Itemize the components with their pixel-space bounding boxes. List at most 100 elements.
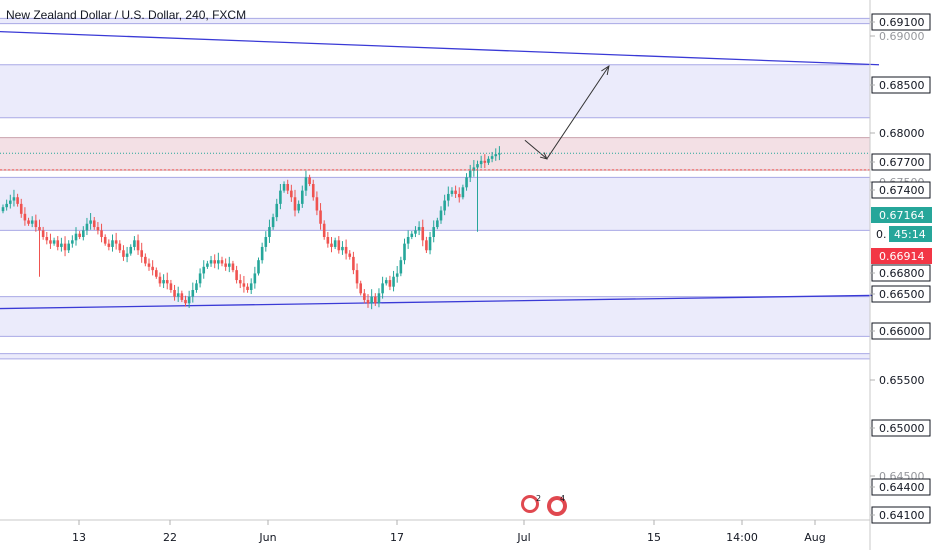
candle-126 — [461, 187, 465, 198]
candle-6 — [23, 213, 27, 221]
candle-4 — [16, 197, 19, 204]
marked-price-badge — [871, 248, 932, 264]
y-tick-label-6: 0.67400 — [879, 184, 925, 197]
candle-92 — [337, 240, 341, 251]
candle-102 — [374, 296, 377, 304]
candle-74 — [271, 217, 275, 228]
candle-71 — [260, 246, 264, 261]
projection-arrowhead — [601, 65, 610, 76]
candle-47 — [173, 290, 176, 297]
candle-100 — [366, 299, 370, 304]
candle-107 — [392, 276, 395, 287]
candle-121 — [443, 200, 446, 211]
x-tick-label-5: 15 — [647, 531, 661, 544]
candle-114 — [417, 227, 421, 231]
candle-98 — [359, 283, 362, 294]
logo-circle-right-inner — [551, 500, 563, 512]
candle-25 — [92, 220, 96, 228]
candle-64 — [235, 270, 238, 281]
candle-120 — [439, 210, 443, 221]
trendlines-layer — [0, 30, 880, 310]
candle-29 — [107, 243, 111, 247]
candle-95 — [348, 253, 352, 257]
candle-124 — [454, 190, 457, 194]
candle-31 — [114, 240, 118, 244]
x-axis[interactable]: 13 22 Jun 17 Jul 15 14:00 Aug — [72, 520, 826, 544]
candle-89 — [326, 237, 330, 244]
logo-mark-2: 2 — [536, 494, 541, 503]
candle-109 — [399, 260, 403, 274]
zone-5 — [0, 353, 870, 359]
candle-19 — [71, 240, 74, 244]
trendline-upper[interactable] — [0, 30, 880, 66]
candle-70 — [257, 260, 260, 274]
candle-2 — [9, 200, 12, 204]
projection-pullback-arrowhead — [539, 152, 548, 160]
candle-111 — [406, 237, 410, 244]
candle-131 — [479, 160, 483, 165]
candle-28 — [103, 237, 107, 244]
candle-136 — [498, 153, 501, 155]
y-tick-label-0: 0.69100 — [879, 16, 925, 29]
candle-57 — [209, 260, 213, 264]
current-price-label: 0.67164 — [879, 209, 925, 222]
candle-119 — [436, 220, 439, 228]
candle-58 — [213, 260, 216, 264]
overlap-price-label: 0. — [876, 228, 887, 241]
candle-128 — [468, 170, 472, 178]
countdown-badge — [889, 226, 932, 242]
candle-91 — [333, 240, 337, 247]
candle-134 — [490, 156, 494, 159]
candle-113 — [414, 230, 417, 234]
candle-65 — [238, 280, 242, 284]
candle-45 — [165, 280, 169, 284]
candle-42 — [155, 270, 158, 277]
candle-122 — [447, 193, 450, 201]
x-tick-label-6: 14:00 — [726, 531, 758, 544]
candle-75 — [275, 203, 279, 218]
candle-110 — [403, 243, 406, 261]
candle-50 — [184, 299, 187, 304]
candle-39 — [144, 256, 147, 264]
candle-35 — [129, 246, 133, 254]
zone-2 — [0, 177, 870, 231]
x-tick-label-7: Aug — [804, 531, 825, 544]
zones-layer — [0, 18, 870, 359]
current-price-badge — [871, 207, 932, 223]
y-tick-label-3: 0.68000 — [879, 127, 925, 140]
candle-104 — [381, 283, 384, 294]
candle-1 — [5, 203, 8, 208]
candle-101 — [370, 296, 373, 304]
candle-10 — [38, 227, 41, 231]
y-axis[interactable]: 0.691000.690000.685000.680000.677000.675… — [870, 13, 932, 524]
candle-38 — [140, 250, 143, 257]
candle-82 — [301, 190, 304, 204]
candle-96 — [352, 256, 355, 271]
candle-48 — [176, 293, 180, 297]
candle-55 — [202, 266, 206, 274]
countdown-label: 45:14 — [894, 228, 926, 241]
candle-63 — [231, 263, 235, 271]
x-tick-label-0: 13 — [72, 531, 86, 544]
candle-16 — [60, 243, 63, 247]
candle-117 — [428, 237, 432, 251]
candle-9 — [34, 220, 38, 228]
candle-62 — [228, 263, 231, 267]
candle-66 — [242, 283, 246, 287]
candle-99 — [363, 293, 366, 300]
candle-76 — [279, 190, 282, 204]
candle-37 — [136, 240, 140, 251]
x-tick-label-3: 17 — [390, 531, 404, 544]
candle-106 — [388, 280, 392, 287]
candle-77 — [282, 184, 286, 191]
candle-112 — [410, 233, 414, 237]
candle-123 — [450, 190, 454, 194]
candle-40 — [147, 263, 151, 267]
x-tick-label-2: Jun — [258, 531, 276, 544]
candle-87 — [319, 210, 322, 224]
candle-129 — [472, 167, 476, 171]
trendline-lower[interactable] — [0, 294, 880, 310]
candle-116 — [425, 240, 428, 251]
candle-33 — [122, 250, 125, 257]
